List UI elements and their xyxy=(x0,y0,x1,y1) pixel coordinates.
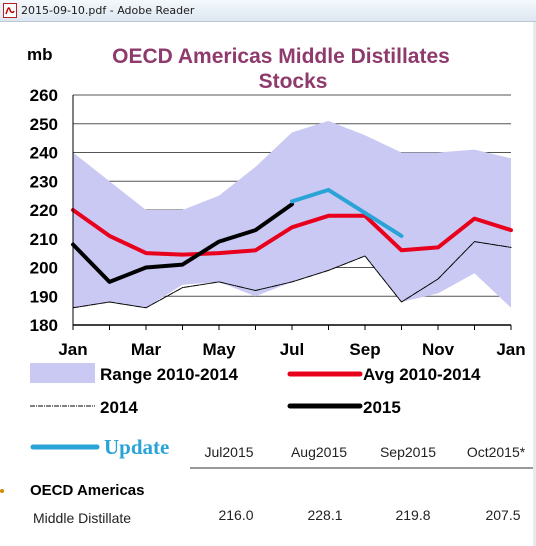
axes xyxy=(72,95,512,330)
distillates-stocks-chart: OECD Americas Middle Distillates Stocks … xyxy=(0,45,533,526)
table-value-sep: 219.8 xyxy=(395,507,430,523)
chart-title-line-2: Stocks xyxy=(259,70,328,93)
series-lines xyxy=(71,187,513,309)
legend-label-2015: 2015 xyxy=(363,398,401,417)
legend-label-2014: 2014 xyxy=(100,398,138,417)
series-line-2015 xyxy=(71,202,294,284)
legend: Range 2010-2014 Avg 2010-2014 2014 2015 xyxy=(30,363,481,417)
y-tick-label-250: 250 xyxy=(30,115,58,134)
x-tick-label-10: Nov xyxy=(422,340,455,359)
x-tick-label-2: Mar xyxy=(131,340,162,359)
y-tick-label-190: 190 xyxy=(30,287,58,306)
x-tick-label-4: May xyxy=(202,340,236,359)
y-axis-unit-label: mb xyxy=(27,45,53,64)
series-line-update xyxy=(290,187,404,238)
table-header-oct: Oct2015* xyxy=(467,444,526,460)
table-value-aug: 228.1 xyxy=(307,507,342,523)
scrollbar-edge[interactable] xyxy=(533,22,536,546)
range-band xyxy=(73,120,511,308)
x-tick-label-8: Sep xyxy=(349,340,380,359)
window-titlebar: 2015-09-10.pdf - Adobe Reader xyxy=(0,0,536,22)
y-tick-label-180: 180 xyxy=(30,316,58,335)
update-label: Update xyxy=(104,435,169,459)
table-value-jul: 216.0 xyxy=(218,507,253,523)
table-header-jul: Jul2015 xyxy=(204,444,253,460)
legend-swatch-range xyxy=(30,363,95,383)
table-header-aug: Aug2015 xyxy=(291,444,347,460)
table-row-subtitle: Middle Distillate xyxy=(33,510,131,526)
table-header-sep: Sep2015 xyxy=(380,444,436,460)
y-tick-label-240: 240 xyxy=(30,144,58,163)
y-tick-labels: 180 190 200 210 220 230 240 250 260 xyxy=(30,86,58,335)
x-tick-label-12: Jan xyxy=(496,340,525,359)
chart-title-line-1: OECD Americas Middle Distillates xyxy=(112,45,450,68)
x-tick-label-6: Jul xyxy=(280,340,305,359)
window-title: 2015-09-10.pdf - Adobe Reader xyxy=(21,4,195,17)
legend-label-avg: Avg 2010-2014 xyxy=(363,365,481,384)
y-tick-label-200: 200 xyxy=(30,259,58,278)
series-line-2014 xyxy=(72,241,512,309)
y-tick-label-260: 260 xyxy=(30,86,58,105)
update-table: Update Jul2015 Aug2015 Sep2015 Oct2015* … xyxy=(0,435,533,526)
pdf-file-icon xyxy=(3,3,17,18)
table-row-title: OECD Americas xyxy=(30,482,145,499)
legend-label-range: Range 2010-2014 xyxy=(100,365,239,384)
x-tick-label-0: Jan xyxy=(58,340,87,359)
y-tick-label-220: 220 xyxy=(30,201,58,220)
table-value-oct: 207.5 xyxy=(485,507,520,523)
y-tick-label-210: 210 xyxy=(30,230,58,249)
x-tick-labels: Jan Mar May Jul Sep Nov Jan xyxy=(58,340,525,359)
y-tick-label-230: 230 xyxy=(30,172,58,191)
row-bullet xyxy=(0,489,4,493)
series-line-avg-2010-2014 xyxy=(71,208,513,257)
